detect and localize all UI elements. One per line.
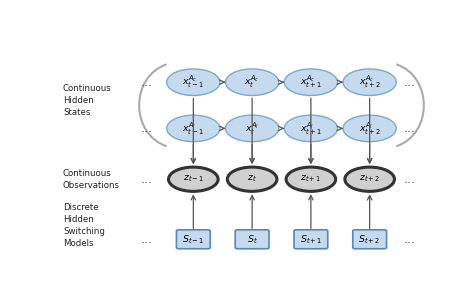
- Text: $S_t$: $S_t$: [246, 233, 257, 245]
- Text: $z_{t-1}$: $z_{t-1}$: [182, 174, 204, 184]
- Ellipse shape: [284, 69, 337, 95]
- Text: ...: ...: [403, 173, 415, 186]
- Ellipse shape: [169, 167, 218, 191]
- Text: ...: ...: [140, 76, 153, 89]
- Ellipse shape: [226, 115, 279, 142]
- Text: $z_{t+2}$: $z_{t+2}$: [359, 174, 380, 184]
- Ellipse shape: [343, 115, 396, 142]
- Text: $z_{t}$: $z_{t}$: [247, 174, 257, 184]
- Text: $x^{A_c}_{t-1}$: $x^{A_c}_{t-1}$: [182, 74, 204, 90]
- Text: ...: ...: [403, 233, 415, 246]
- Text: ...: ...: [140, 233, 153, 246]
- Text: $x^{A_c}_{t+1}$: $x^{A_c}_{t+1}$: [300, 74, 322, 90]
- Text: $x^{A_l}_{t-1}$: $x^{A_l}_{t-1}$: [182, 120, 204, 136]
- Text: $x^{A_l}_{t+2}$: $x^{A_l}_{t+2}$: [358, 120, 381, 136]
- Text: $S_{t+1}$: $S_{t+1}$: [300, 233, 322, 245]
- FancyBboxPatch shape: [353, 230, 387, 249]
- Text: Continuous
Observations: Continuous Observations: [63, 169, 120, 190]
- Ellipse shape: [286, 167, 336, 191]
- FancyBboxPatch shape: [235, 230, 269, 249]
- Text: $x^{A_l}_{t}$: $x^{A_l}_{t}$: [245, 120, 259, 136]
- Text: ...: ...: [140, 122, 153, 135]
- Text: $S_{t+2}$: $S_{t+2}$: [358, 233, 381, 245]
- Text: Discrete
Hidden
Switching
Models: Discrete Hidden Switching Models: [63, 203, 105, 248]
- Text: ...: ...: [140, 173, 153, 186]
- FancyBboxPatch shape: [294, 230, 328, 249]
- Ellipse shape: [228, 167, 277, 191]
- Text: Continuous
Hidden
States: Continuous Hidden States: [63, 84, 112, 117]
- Text: ...: ...: [403, 122, 415, 135]
- Text: $x^{A_c}_{t+2}$: $x^{A_c}_{t+2}$: [358, 74, 381, 90]
- Text: ...: ...: [403, 76, 415, 89]
- Ellipse shape: [345, 167, 394, 191]
- Text: $S_{t-1}$: $S_{t-1}$: [182, 233, 204, 245]
- Ellipse shape: [226, 69, 279, 95]
- Ellipse shape: [167, 69, 220, 95]
- Ellipse shape: [167, 115, 220, 142]
- Text: $z_{t+1}$: $z_{t+1}$: [300, 174, 321, 184]
- FancyBboxPatch shape: [176, 230, 210, 249]
- Text: $x^{A_l}_{t+1}$: $x^{A_l}_{t+1}$: [300, 120, 322, 136]
- Ellipse shape: [343, 69, 396, 95]
- Text: $x^{A_c}_{t}$: $x^{A_c}_{t}$: [245, 74, 260, 90]
- Ellipse shape: [284, 115, 337, 142]
